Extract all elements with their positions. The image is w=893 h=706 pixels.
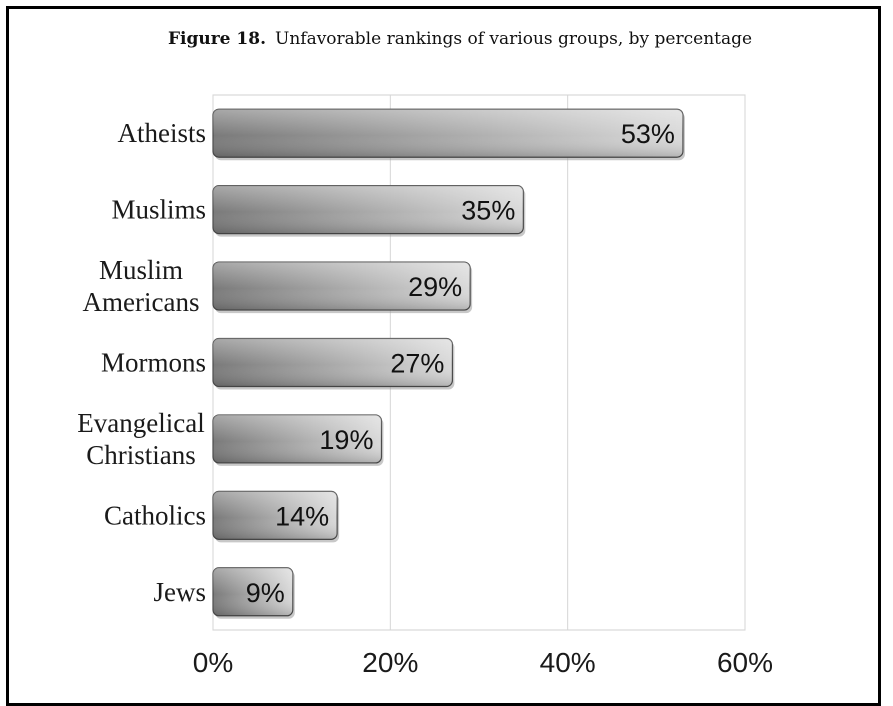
category-label-2-line-1: Americans xyxy=(83,287,200,317)
category-label-0: Atheists xyxy=(117,118,206,148)
bar-highlight-5 xyxy=(213,491,338,540)
category-label-3: Mormons xyxy=(101,348,206,378)
value-label-1: 35% xyxy=(461,196,515,226)
bar-highlight-3 xyxy=(213,338,453,387)
chart-title: Figure 18. Unfavorable rankings of vario… xyxy=(168,29,752,49)
x-tick-label-3: 60% xyxy=(717,647,773,678)
category-label-2: Muslim Americans xyxy=(83,255,200,317)
bar-highlight-4 xyxy=(213,414,382,463)
category-label-1: Muslims xyxy=(111,195,206,225)
chart-title-text: Unfavorable rankings of various groups, … xyxy=(275,29,752,49)
bar-highlight-1 xyxy=(213,185,524,234)
x-tick-label-2: 40% xyxy=(540,647,596,678)
bar-chart: Figure 18. Unfavorable rankings of vario… xyxy=(77,29,773,678)
value-label-3: 27% xyxy=(390,349,444,379)
value-label-6: 9% xyxy=(246,578,285,608)
bar-highlight-0 xyxy=(213,109,683,158)
category-label-4: Evangelical Christians xyxy=(77,408,204,470)
x-tick-label-0: 0% xyxy=(193,647,233,678)
bars xyxy=(212,108,685,619)
value-label-4: 19% xyxy=(319,425,373,455)
value-label-0: 53% xyxy=(621,119,675,149)
category-labels: Atheists Muslims Muslim Americans Mormons Eva… xyxy=(77,118,206,607)
category-label-4-line-1: Christians xyxy=(86,440,196,470)
category-label-3-line-0: Mormons xyxy=(101,348,206,378)
bar-highlight-2 xyxy=(213,262,471,311)
category-label-4-line-0: Evangelical xyxy=(77,408,204,438)
chart-title-prefix: Figure 18. xyxy=(168,29,266,49)
x-axis-tick-labels: 0% 20% 40% 60% xyxy=(193,647,773,678)
category-label-6-line-0: Jews xyxy=(154,577,207,607)
category-label-1-line-0: Muslims xyxy=(111,195,206,225)
plot-area: 53% 35% 29% 27% 19% 14% 9% Atheists Muslims Musl… xyxy=(77,94,773,678)
category-label-2-line-0: Muslim xyxy=(99,255,183,285)
value-label-2: 29% xyxy=(408,272,462,302)
category-label-0-line-0: Atheists xyxy=(117,118,206,148)
category-label-5: Catholics xyxy=(104,500,206,530)
value-label-5: 14% xyxy=(275,501,329,531)
bar-highlight-6 xyxy=(213,567,293,616)
x-tick-label-1: 20% xyxy=(362,647,418,678)
category-label-6: Jews xyxy=(154,577,207,607)
value-labels: 53% 35% 29% 27% 19% 14% 9% xyxy=(246,119,675,608)
category-label-5-line-0: Catholics xyxy=(104,500,206,530)
